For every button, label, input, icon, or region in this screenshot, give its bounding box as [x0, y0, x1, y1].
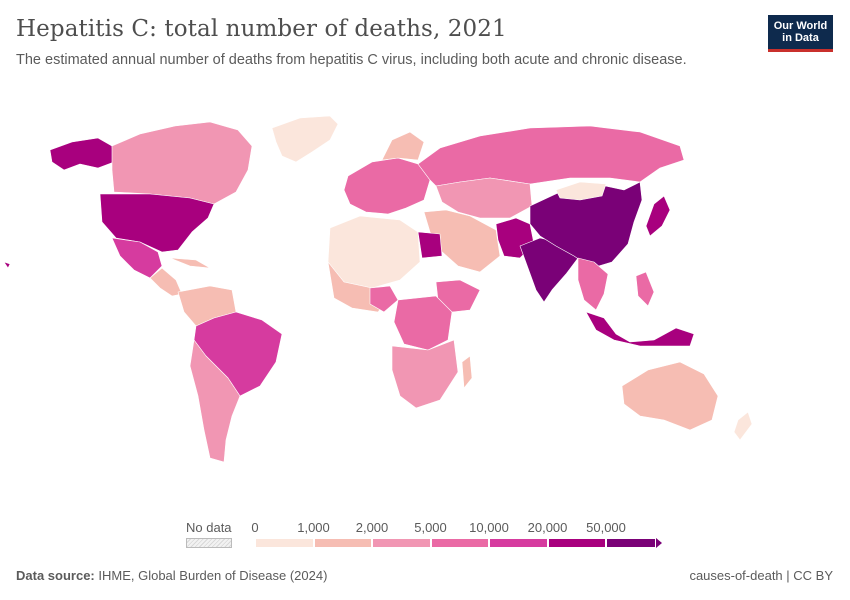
source-label: Data source:: [16, 568, 95, 583]
data-source: Data source: IHME, Global Burden of Dise…: [16, 568, 327, 583]
region-philippines[interactable]: [635, 271, 655, 307]
color-legend: No data 0 1,000 2,000 5,000 10,000 20,000 50,0…: [0, 512, 850, 562]
region-caribbean[interactable]: [169, 257, 211, 269]
region-nigeria[interactable]: [369, 285, 399, 313]
credit-text[interactable]: causes-of-death | CC BY: [689, 568, 833, 583]
legend-label-4: 10,000: [469, 520, 509, 535]
region-north-africa[interactable]: [327, 215, 421, 289]
chart-subtitle: The estimated annual number of deaths fr…: [16, 52, 687, 68]
logo-line-1: Our World: [773, 20, 828, 32]
region-southeast-asia[interactable]: [577, 257, 609, 311]
region-alaska[interactable]: [49, 137, 115, 171]
no-data-swatch: [186, 538, 232, 548]
world-map[interactable]: [0, 100, 850, 510]
owid-logo[interactable]: Our World in Data: [768, 15, 833, 52]
region-central-asia[interactable]: [435, 177, 533, 219]
legend-bin-4[interactable]: [489, 538, 548, 548]
region-southern-africa[interactable]: [391, 339, 459, 409]
legend-bin-3[interactable]: [430, 538, 489, 548]
legend-label-6: 50,000: [586, 520, 626, 535]
region-united-states[interactable]: [99, 193, 215, 253]
legend-label-0: 0: [251, 520, 259, 535]
region-australia[interactable]: [621, 361, 719, 431]
region-madagascar[interactable]: [461, 355, 473, 389]
region-indonesia[interactable]: [585, 311, 695, 347]
legend-bin-1[interactable]: [313, 538, 372, 548]
legend-label-2: 2,000: [355, 520, 389, 535]
legend-bin-2[interactable]: [372, 538, 431, 548]
map-regions: [3, 115, 753, 463]
region-russia[interactable]: [417, 125, 685, 187]
region-new-zealand[interactable]: [733, 411, 753, 441]
region-mexico[interactable]: [111, 237, 163, 279]
region-canada[interactable]: [111, 121, 253, 205]
legend-arrow-icon: [656, 538, 662, 548]
region-mongolia[interactable]: [555, 181, 607, 201]
legend-label-3: 5,000: [414, 520, 447, 535]
region-hawaii[interactable]: [3, 261, 11, 269]
region-japan[interactable]: [645, 195, 671, 237]
region-southern-cone[interactable]: [189, 339, 241, 463]
legend-label-5: 20,000: [527, 520, 568, 535]
region-scandinavia[interactable]: [381, 131, 425, 161]
region-europe[interactable]: [343, 157, 431, 215]
no-data-label: No data: [186, 520, 232, 535]
legend-bin-6[interactable]: [606, 538, 656, 548]
source-text[interactable]: IHME, Global Burden of Disease (2024): [98, 568, 328, 583]
region-greenland[interactable]: [271, 115, 339, 163]
region-egypt[interactable]: [417, 231, 443, 259]
region-brazil[interactable]: [193, 311, 283, 397]
legend-label-1: 1,000: [297, 520, 330, 535]
legend-bin-0[interactable]: [255, 538, 314, 548]
logo-line-2: in Data: [782, 32, 819, 44]
region-central-africa[interactable]: [393, 295, 453, 351]
chart-title: Hepatitis C: total number of deaths, 202…: [16, 16, 507, 42]
legend-bin-5[interactable]: [547, 538, 606, 548]
